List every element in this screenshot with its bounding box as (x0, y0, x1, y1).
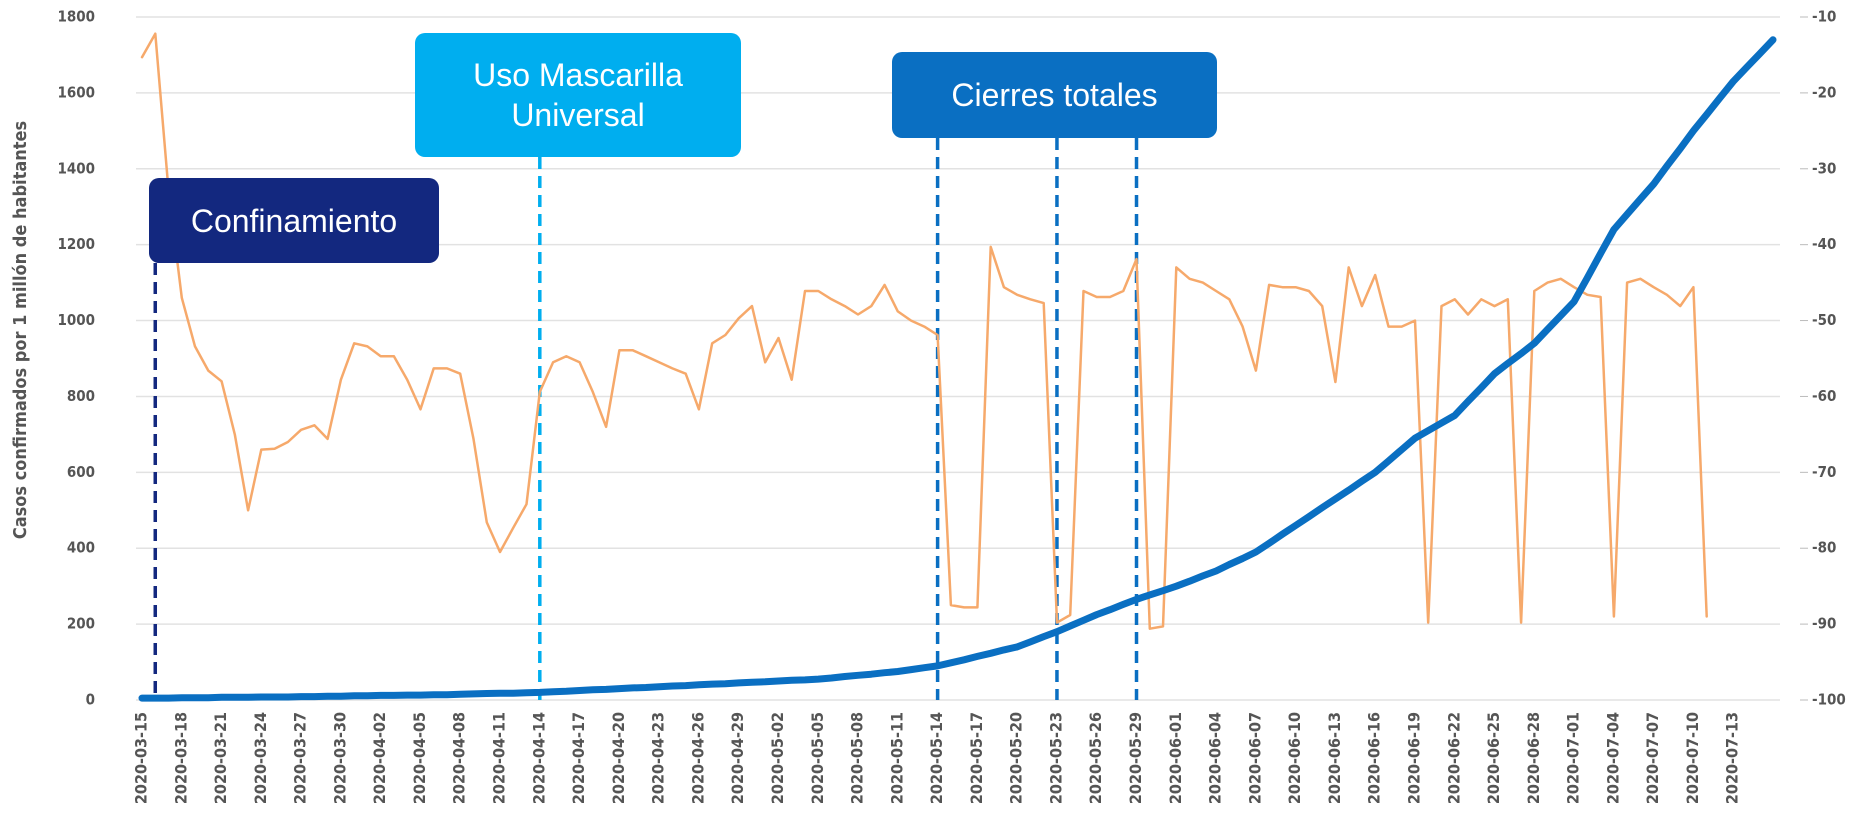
series-line (138, 36, 1777, 702)
series-line (140, 32, 1708, 630)
y-tick-label: 200 (67, 615, 95, 633)
x-tick-label: 2020-04-29 (728, 712, 747, 804)
x-tick-label: 2020-07-04 (1603, 712, 1622, 804)
x-tick-label: 2020-05-14 (927, 712, 946, 804)
x-tick-label: 2020-07-01 (1564, 712, 1583, 804)
annotation-box: Uso Mascarilla Universal (415, 33, 741, 157)
y2-tick-label: -90 (1812, 615, 1836, 633)
x-tick-label: 2020-06-07 (1245, 712, 1264, 804)
x-tick-label: 2020-07-07 (1643, 712, 1662, 804)
y-tick-label: 1600 (57, 83, 95, 101)
x-tick-label: 2020-04-20 (609, 712, 628, 804)
y-tick-label: 1400 (57, 159, 95, 177)
x-tick-label: 2020-06-22 (1444, 712, 1463, 804)
x-tick-label: 2020-07-10 (1683, 712, 1702, 804)
y-tick-label: 0 (86, 691, 95, 709)
x-tick-label: 2020-05-17 (967, 712, 986, 804)
y-tick-label: 1200 (57, 235, 95, 253)
x-tick-label: 2020-04-02 (370, 712, 389, 804)
y2-tick-label: -40 (1812, 235, 1836, 253)
x-tick-label: 2020-03-24 (251, 712, 270, 804)
y-tick-label: 400 (67, 539, 95, 557)
x-tick-label: 2020-06-25 (1484, 712, 1503, 804)
y-tick-label: 1800 (57, 8, 95, 26)
x-tick-label: 2020-06-13 (1325, 712, 1344, 804)
x-tick-label: 2020-06-28 (1524, 712, 1543, 804)
y-axis-label: Casos confirmados por 1 millón de habita… (10, 121, 31, 539)
x-tick-label: 2020-04-23 (649, 712, 668, 804)
x-tick-label: 2020-04-26 (688, 712, 707, 804)
x-tick-label: 2020-05-29 (1126, 712, 1145, 804)
x-tick-label: 2020-03-15 (132, 712, 151, 804)
x-tick-label: 2020-05-05 (808, 712, 827, 804)
y2-tick-label: -60 (1812, 387, 1836, 405)
y-tick-label: 800 (67, 387, 95, 405)
annotation-box: Cierres totales (892, 52, 1217, 138)
y2-tick-label: -100 (1812, 691, 1846, 709)
x-tick-label: 2020-05-26 (1086, 712, 1105, 804)
x-tick-label: 2020-05-23 (1046, 712, 1065, 804)
y2-tick-label: -70 (1812, 463, 1836, 481)
x-tick-label: 2020-05-08 (848, 712, 867, 804)
x-tick-label: 2020-03-27 (291, 712, 310, 804)
x-tick-label: 2020-04-05 (410, 712, 429, 804)
x-tick-label: 2020-04-11 (490, 712, 509, 804)
y2-tick-label: -30 (1812, 159, 1836, 177)
x-tick-label: 2020-03-21 (211, 712, 230, 804)
x-tick-label: 2020-03-30 (330, 712, 349, 804)
x-tick-label: 2020-06-10 (1285, 712, 1304, 804)
x-tick-label: 2020-05-20 (1007, 712, 1026, 804)
x-tick-label: 2020-07-13 (1723, 712, 1742, 804)
x-tick-label: 2020-06-16 (1365, 712, 1384, 804)
x-tick-label: 2020-06-04 (1206, 712, 1225, 804)
annotation-box: Confinamiento (149, 178, 439, 263)
x-tick-label: 2020-04-17 (569, 712, 588, 804)
x-tick-label: 2020-04-14 (529, 712, 548, 804)
x-tick-label: 2020-05-11 (887, 712, 906, 804)
y2-tick-label: -50 (1812, 311, 1836, 329)
y-tick-label: 600 (67, 463, 95, 481)
x-tick-label: 2020-04-08 (450, 712, 469, 804)
y2-tick-label: -80 (1812, 539, 1836, 557)
x-tick-label: 2020-05-02 (768, 712, 787, 804)
x-tick-label: 2020-06-19 (1404, 712, 1423, 804)
x-tick-label: 2020-06-01 (1166, 712, 1185, 804)
y2-tick-label: -10 (1812, 8, 1836, 26)
x-tick-label: 2020-03-18 (171, 712, 190, 804)
y2-tick-label: -20 (1812, 83, 1836, 101)
y-tick-label: 1000 (57, 311, 95, 329)
